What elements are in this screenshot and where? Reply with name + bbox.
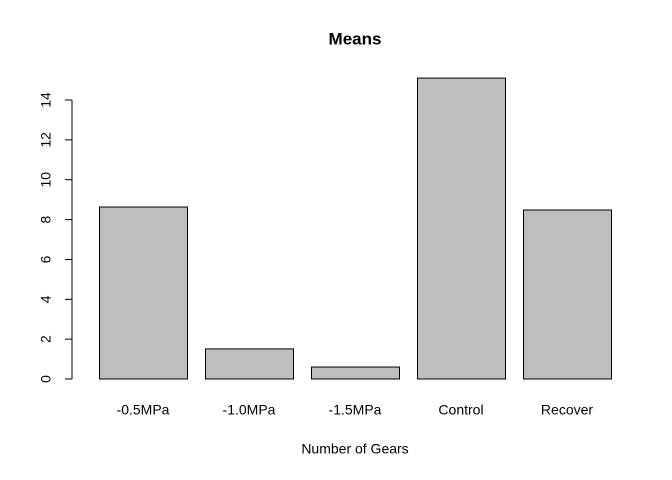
x-tick-label: -1.0MPa xyxy=(223,402,276,418)
y-tick-label: 4 xyxy=(38,295,54,303)
bar xyxy=(311,366,400,380)
bar xyxy=(205,348,294,380)
y-tick-label: 6 xyxy=(38,255,54,263)
chart-title: Means xyxy=(329,29,382,48)
bar xyxy=(523,209,612,380)
y-tick-label: 10 xyxy=(38,172,54,188)
x-tick-label: Recover xyxy=(541,402,593,418)
y-tick-label: 14 xyxy=(38,92,54,108)
bar xyxy=(417,77,506,380)
y-tick-label: 2 xyxy=(38,335,54,343)
x-axis-label: Number of Gears xyxy=(301,441,408,457)
bar xyxy=(99,206,188,380)
y-tick-label: 0 xyxy=(38,375,54,383)
x-tick-label: -1.5MPa xyxy=(329,402,382,418)
x-tick-label: Control xyxy=(438,402,483,418)
x-tick-label: -0.5MPa xyxy=(117,402,170,418)
y-tick-label: 8 xyxy=(38,215,54,223)
y-tick-label: 12 xyxy=(38,132,54,148)
